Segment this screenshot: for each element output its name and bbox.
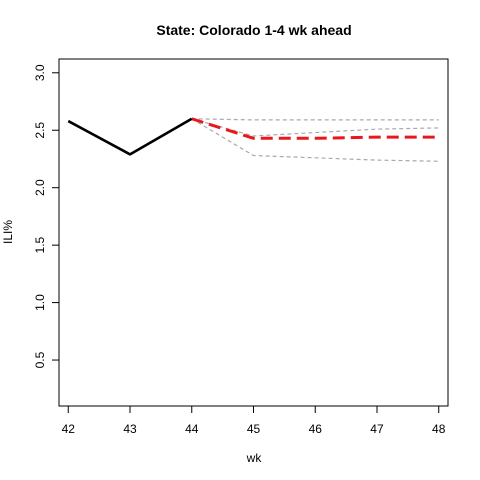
x-tick-label: 44 — [185, 422, 199, 436]
interval-lower-line — [191, 118, 439, 162]
series-layer — [67, 117, 439, 162]
y-tick-label: 2.0 — [33, 179, 47, 196]
x-tick-label: 47 — [370, 422, 384, 436]
y-axis: 0.5 1.0 1.5 2.0 2.5 3.0 — [33, 64, 60, 368]
x-axis-label: wk — [246, 451, 263, 465]
chart-title: State: Colorado 1-4 wk ahead — [156, 22, 351, 38]
y-tick-label: 0.5 — [33, 351, 47, 368]
y-axis-label: ILI% — [1, 220, 15, 244]
x-tick-label: 46 — [309, 422, 323, 436]
x-tick-label: 45 — [247, 422, 261, 436]
interval-upper-line — [191, 118, 439, 121]
x-axis: 42 43 44 45 46 47 48 — [62, 405, 446, 436]
interval-mid-line — [191, 118, 439, 137]
x-tick-label: 42 — [62, 422, 76, 436]
x-tick-label: 43 — [123, 422, 137, 436]
observed-line — [67, 117, 193, 156]
y-tick-label: 1.5 — [33, 236, 47, 253]
y-tick-label: 1.0 — [33, 294, 47, 311]
plot-frame — [58, 58, 449, 407]
y-tick-label: 2.5 — [33, 122, 47, 139]
x-tick-label: 48 — [432, 422, 446, 436]
forecast-point-line — [191, 117, 439, 140]
y-tick-label: 3.0 — [33, 64, 47, 81]
